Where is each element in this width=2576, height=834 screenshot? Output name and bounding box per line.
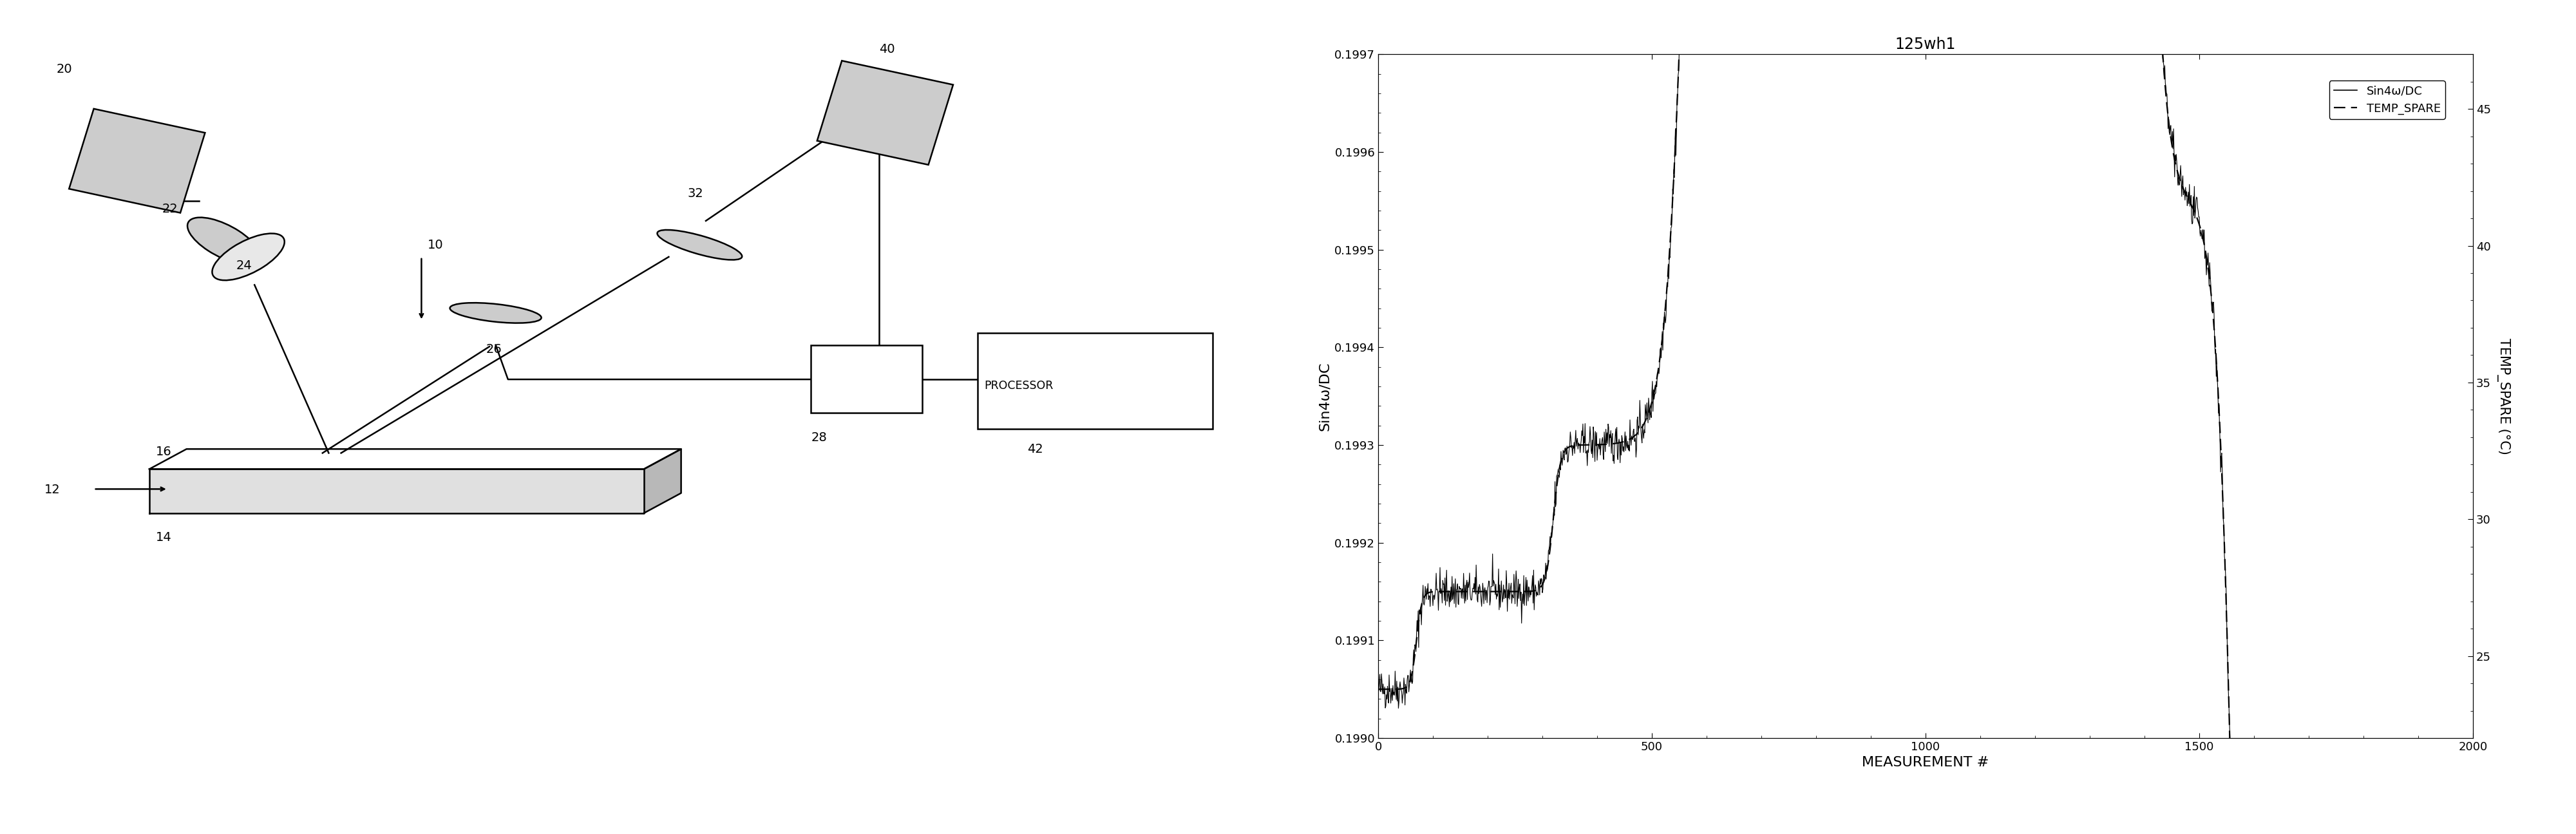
Text: 14: 14 xyxy=(155,531,173,544)
Text: 16: 16 xyxy=(155,445,173,458)
Text: 12: 12 xyxy=(44,484,59,495)
Polygon shape xyxy=(817,61,953,165)
X-axis label: MEASUREMENT #: MEASUREMENT # xyxy=(1862,756,1989,769)
Text: 24: 24 xyxy=(237,259,252,271)
Title: 125wh1: 125wh1 xyxy=(1896,37,1955,52)
Y-axis label: TEMP_SPARE (°C): TEMP_SPARE (°C) xyxy=(2496,338,2512,455)
FancyBboxPatch shape xyxy=(979,333,1213,429)
Text: 40: 40 xyxy=(878,43,894,55)
FancyBboxPatch shape xyxy=(811,345,922,413)
Text: 26: 26 xyxy=(487,344,502,355)
Text: 28: 28 xyxy=(811,431,827,444)
Polygon shape xyxy=(644,449,680,513)
Polygon shape xyxy=(70,108,206,213)
Legend: Sin4ω/DC, TEMP_SPARE: Sin4ω/DC, TEMP_SPARE xyxy=(2329,81,2445,119)
Text: 20: 20 xyxy=(57,63,72,75)
Text: 42: 42 xyxy=(1028,444,1043,455)
Y-axis label: Sin4ω/DC: Sin4ω/DC xyxy=(1319,362,1332,430)
Text: 10: 10 xyxy=(428,239,443,251)
Text: 32: 32 xyxy=(688,187,703,199)
Polygon shape xyxy=(149,449,680,469)
Ellipse shape xyxy=(188,218,260,264)
Ellipse shape xyxy=(211,234,283,280)
Ellipse shape xyxy=(451,303,541,323)
Text: PROCESSOR: PROCESSOR xyxy=(984,380,1054,391)
Text: 22: 22 xyxy=(162,203,178,215)
Polygon shape xyxy=(149,469,644,513)
Ellipse shape xyxy=(657,230,742,260)
